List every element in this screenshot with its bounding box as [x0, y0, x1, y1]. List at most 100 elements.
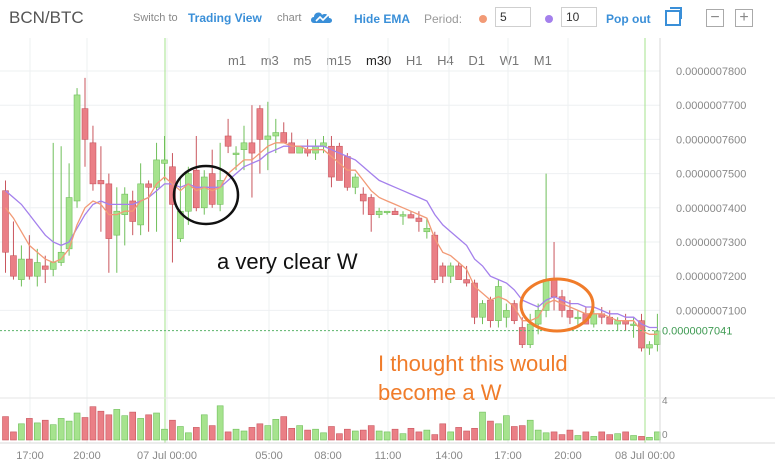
timeframe-m1[interactable]: m1 [228, 53, 247, 68]
volume-bar [113, 409, 121, 441]
x-tick-label: 14:00 [435, 450, 463, 462]
period-label: Period: [424, 12, 463, 26]
volume-bar [399, 433, 407, 441]
volume-bars [2, 405, 661, 441]
candle-body [248, 142, 256, 154]
x-tick-label: 08:00 [314, 450, 342, 462]
candle-body [359, 193, 367, 202]
ema-long-line [5, 145, 658, 329]
candle-body [439, 265, 447, 277]
x-tick-label: 11:00 [375, 450, 402, 462]
volume-bar [320, 432, 327, 441]
candle-body [97, 180, 105, 185]
candle-body [383, 210, 391, 214]
timeframe-w1[interactable]: W1 [499, 53, 520, 68]
volume-bar [89, 406, 97, 441]
candle-body [375, 210, 383, 215]
candle-body [574, 316, 582, 320]
timeframe-h4[interactable]: H4 [437, 53, 454, 68]
candle-body [89, 142, 97, 185]
volume-bar [503, 415, 510, 441]
ema-lines [4, 142, 658, 335]
candle-body [479, 303, 486, 318]
ema-long-dot-icon [545, 15, 553, 23]
candle-body [41, 265, 49, 270]
hide-ema-button[interactable]: Hide EMA [354, 12, 411, 26]
volume-bar [439, 423, 447, 441]
volume-bar [49, 424, 57, 441]
volume-bar [105, 414, 113, 441]
x-tick-label: 05:00 [255, 450, 283, 462]
trading-view-cloud-icon[interactable] [310, 9, 334, 25]
volume-bar [73, 412, 81, 441]
volume-bar [256, 423, 264, 441]
volume-bar [638, 436, 645, 441]
candle-body [391, 210, 399, 215]
candle-body [407, 214, 415, 219]
timeframe-d1[interactable]: D1 [468, 53, 486, 68]
volume-bar [208, 425, 216, 441]
timeframe-m3[interactable]: m3 [260, 53, 279, 68]
timeframe-h1[interactable]: H1 [405, 53, 423, 68]
candlesticks [2, 77, 661, 355]
candle-body [26, 258, 33, 277]
candle-body [280, 132, 288, 144]
y-tick-label: 0.0000007500 [676, 169, 746, 181]
volume-bar [169, 419, 176, 441]
volume-bar [359, 429, 367, 441]
annotation-line-2: become a W [378, 380, 502, 405]
volume-bar [288, 427, 296, 441]
y-tick-label: 0.0000007700 [676, 100, 746, 112]
annotation-thought-w: I thought this would become a W [378, 349, 638, 407]
volume-bar [510, 426, 518, 441]
volume-bar [121, 415, 129, 441]
ema-short-period-input[interactable] [495, 7, 531, 27]
volume-bar [423, 429, 431, 441]
candle-body [638, 320, 645, 349]
volume-tick-label: 0 [662, 430, 668, 441]
trading-view-link[interactable]: Trading View [188, 11, 262, 25]
volume-bar [328, 426, 335, 441]
y-tick-label: 0.0000007300 [676, 237, 746, 249]
candle-body [232, 152, 240, 155]
volume-bar [200, 414, 208, 441]
candle-body [224, 135, 232, 147]
current-price-label: 0.0000007041 [662, 326, 732, 338]
timeframe-m5[interactable]: m5 [293, 53, 312, 68]
volume-bar [272, 418, 280, 441]
candle-body [10, 255, 17, 277]
timeframe-mn1[interactable]: M1 [533, 53, 552, 68]
y-tick-label: 0.0000007100 [676, 305, 746, 317]
candle-body [510, 303, 518, 321]
candle-body [351, 176, 359, 188]
candle-body [216, 180, 224, 205]
volume-bar [161, 428, 168, 441]
zoom-out-button[interactable]: − [706, 9, 724, 27]
timeframe-m30[interactable]: m30 [365, 53, 392, 68]
volume-bar [455, 427, 462, 441]
ema-long-period-input[interactable] [561, 7, 597, 27]
volume-bar [216, 405, 224, 441]
candle-body [145, 183, 152, 188]
candle-body [272, 132, 280, 137]
volume-bar [558, 434, 566, 441]
volume-bar [590, 436, 598, 441]
candle-body [526, 323, 534, 345]
timeframe-m15[interactable]: m15 [326, 53, 352, 68]
candle-body [455, 265, 462, 280]
annotation-line-1: I thought this would [378, 351, 568, 376]
candle-body [431, 234, 439, 280]
pop-out-icon[interactable] [665, 7, 682, 26]
volume-bar [526, 419, 534, 441]
x-tick-label: 17:00 [494, 450, 522, 462]
volume-bar [248, 427, 256, 441]
volume-bar [495, 423, 502, 441]
candle-body [487, 299, 494, 321]
pop-out-button[interactable]: Pop out [606, 12, 651, 26]
volume-bar [344, 428, 351, 441]
candle-body [256, 108, 264, 140]
volume-bar [550, 431, 558, 441]
zoom-in-button[interactable]: + [735, 9, 753, 27]
x-tick-label: 20:00 [73, 450, 101, 462]
